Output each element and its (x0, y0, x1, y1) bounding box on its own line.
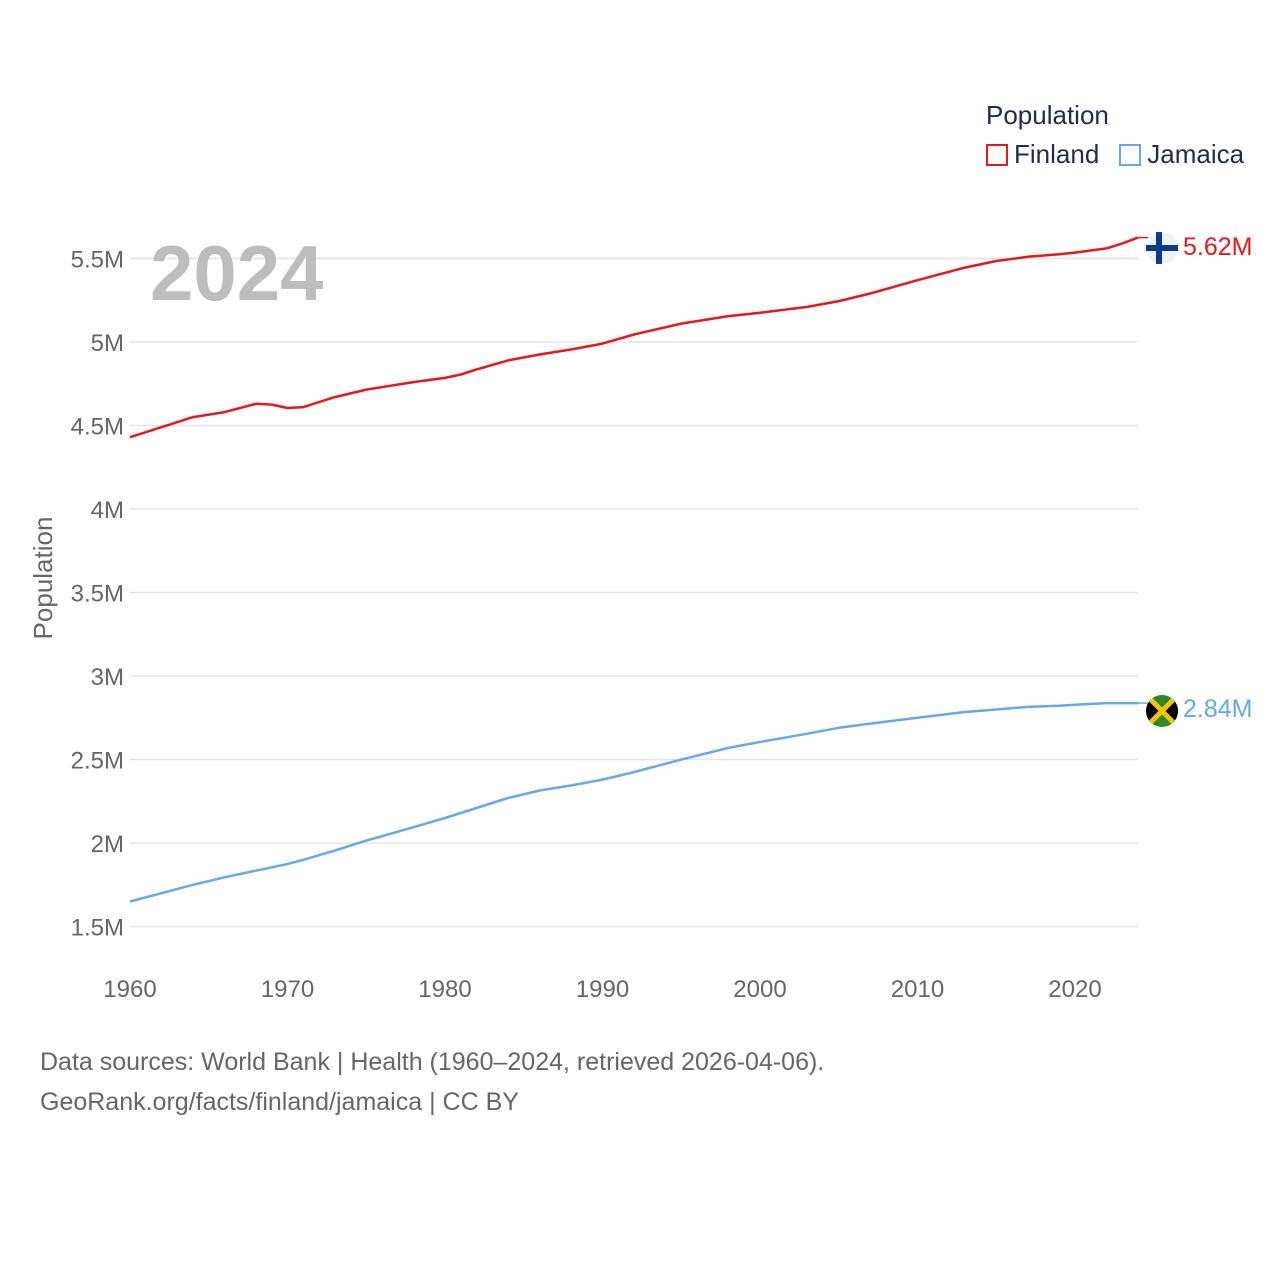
population-line-chart: 1.5M 2M 2.5M 3M 3.5M 4M 4.5M 5M 5.5M 1960 1970 198… (28, 229, 1252, 1003)
footer: Data sources: World Bank | Health (1960–… (40, 1042, 824, 1122)
x-tick-label: 2010 (891, 976, 944, 1003)
legend-item-finland[interactable]: Finland (986, 139, 1099, 170)
jamaica-flag-icon (1146, 695, 1178, 727)
series-lines (129, 236, 1148, 903)
grid-lines (130, 257, 1138, 928)
legend-label-jamaica: Jamaica (1147, 139, 1245, 169)
y-tick-label: 3M (91, 664, 124, 691)
x-tick-label: 1970 (261, 976, 314, 1003)
y-axis-title: Population (28, 517, 58, 640)
jamaica-swatch-icon (1119, 143, 1142, 166)
legend: Population Finland Jamaica (986, 100, 1244, 170)
x-tick-label: 1960 (103, 976, 156, 1003)
finland-swatch-icon (986, 143, 1008, 166)
x-tick-label: 1990 (576, 976, 629, 1003)
y-axis-ticks: 1.5M 2M 2.5M 3M 3.5M 4M 4.5M 5M 5.5M (71, 246, 124, 941)
y-tick-label: 4.5M (71, 413, 124, 440)
attribution-link[interactable]: GeoRank.org/facts/finland/jamaica | CC B… (40, 1088, 519, 1116)
series-line-jamaica[interactable] (129, 701, 1138, 903)
x-tick-label: 2000 (733, 976, 786, 1003)
y-tick-label: 2.5M (71, 748, 124, 775)
y-tick-label: 1.5M (71, 915, 124, 942)
y-tick-label: 5M (91, 330, 124, 357)
legend-title: Population (986, 100, 1109, 130)
series-line-finland[interactable] (129, 236, 1139, 439)
x-axis-ticks: 1960 1970 1980 1990 2000 2010 2020 (103, 976, 1101, 1003)
jamaica-end-label: 2.84M (1183, 695, 1252, 723)
y-tick-label: 5.5M (71, 246, 124, 273)
x-tick-label: 1980 (418, 976, 471, 1003)
finland-end-label: 5.62M (1183, 233, 1252, 261)
x-tick-label: 2020 (1048, 976, 1101, 1003)
y-tick-label: 2M (91, 831, 124, 858)
year-label: 2024 (150, 229, 324, 317)
data-source-note: Data sources: World Bank | Health (1960–… (40, 1048, 825, 1076)
y-tick-label: 3.5M (71, 581, 124, 608)
legend-item-jamaica[interactable]: Jamaica (1119, 139, 1244, 170)
y-tick-label: 4M (91, 497, 124, 524)
legend-label-finland: Finland (1014, 139, 1100, 169)
end-markers: 5.62M 2.84M (1146, 232, 1252, 727)
finland-flag-icon (1146, 232, 1178, 264)
